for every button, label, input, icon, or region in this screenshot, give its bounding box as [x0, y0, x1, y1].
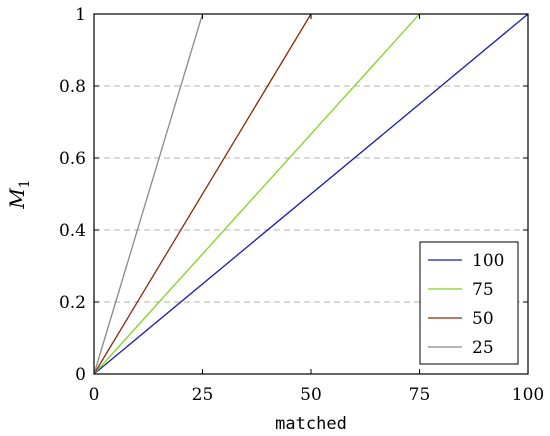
x-axis-label: matched [275, 414, 347, 434]
series-line-75 [93, 13, 420, 375]
y-tick-label: 0.8 [59, 77, 86, 97]
x-tick-label: 100 [512, 385, 544, 405]
legend-box [419, 241, 519, 365]
series-line-50 [93, 13, 312, 375]
x-tick-label: 0 [89, 385, 100, 405]
legend-label-100: 100 [472, 251, 504, 271]
series-line-25 [93, 13, 204, 375]
x-tick-label: 25 [192, 385, 214, 405]
legend-label-25: 25 [472, 338, 494, 358]
y-axis-label-subscript: 1 [17, 179, 33, 188]
legend-label-50: 50 [472, 309, 494, 329]
y-tick-label: 1 [75, 5, 86, 25]
y-tick-label: 0.2 [59, 293, 86, 313]
legend-label-75: 75 [472, 280, 494, 300]
y-axis-label-main: M [5, 188, 29, 210]
y-tick-label: 0 [75, 365, 86, 385]
y-tick-label: 0.6 [59, 149, 86, 169]
x-tick-label: 50 [300, 385, 322, 405]
y-tick-label: 0.4 [59, 221, 86, 241]
series-lines [93, 13, 529, 375]
x-tick-label: 75 [409, 385, 431, 405]
legend: 100 75 50 25 [419, 241, 519, 365]
y-tick-labels: 0 0.2 0.4 0.6 0.8 1 [59, 5, 86, 385]
y-axis-label: M1 [5, 179, 33, 209]
x-tick-labels: 0 25 50 75 100 [89, 385, 545, 405]
series-line-100 [93, 13, 529, 375]
axis-ticks [93, 13, 529, 375]
